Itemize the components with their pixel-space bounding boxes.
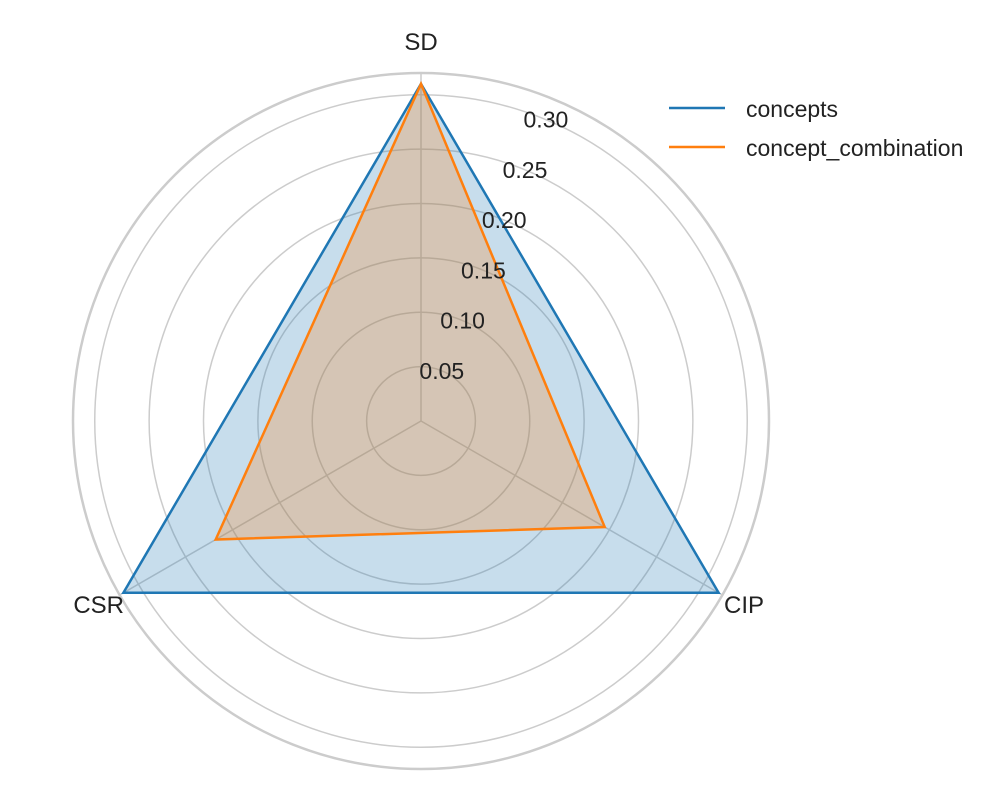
axis-label-cip: CIP [724,592,764,619]
legend-label-concept-combination: concept_combination [746,135,963,161]
legend-label-concepts: concepts [746,96,838,122]
tick-label-6: 0.30 [524,107,569,133]
grid [71,71,771,771]
axis-labels: SD CIP CSR [73,29,764,619]
radial-tick-labels: 0.05 0.10 0.15 0.20 0.25 0.30 [419,107,568,384]
tick-label-2: 0.10 [440,308,485,334]
axis-label-csr: CSR [73,592,124,619]
tick-label-5: 0.25 [503,157,548,183]
series-area [121,80,721,595]
axis-label-sd: SD [404,29,437,56]
series-line-concept-combination [213,80,607,541]
spoke-cip [420,420,723,596]
series-line-concepts [121,81,721,595]
tick-label-3: 0.15 [461,257,506,283]
tick-label-1: 0.05 [419,358,464,384]
legend: concepts concept_combination [669,96,963,161]
spoke-csr [119,420,422,596]
series-fill-concept-combination [215,83,605,540]
tick-label-4: 0.20 [482,207,527,233]
series-fill-concepts [123,83,719,593]
